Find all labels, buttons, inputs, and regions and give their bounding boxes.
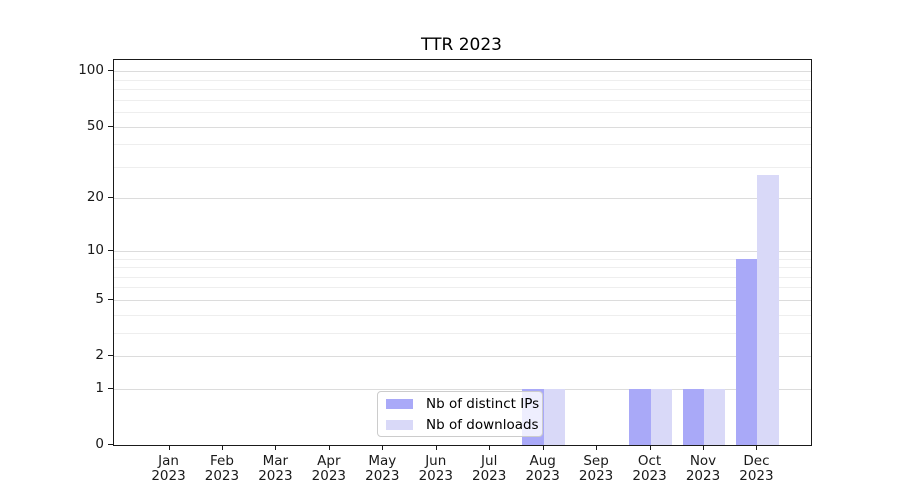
- y-tick-mark-10: [108, 249, 113, 251]
- legend-item-distinct-ips: Nb of distinct IPs: [386, 396, 542, 412]
- x-tick-mark-jul: [489, 445, 491, 450]
- x-tick-label-apr: Apr 2023: [311, 453, 347, 484]
- legend-swatch-distinct-ips-icon: [386, 398, 413, 409]
- gridline-100: [114, 71, 811, 73]
- y-tick-mark-100: [108, 70, 113, 72]
- gridline-1: [114, 388, 811, 390]
- x-tick-label-may: May 2023: [365, 453, 400, 484]
- y-tick-label-10: 10: [86, 241, 104, 258]
- gridline-minor-9: [114, 258, 811, 260]
- y-tick-mark-2: [108, 355, 113, 357]
- x-tick-mark-jun: [435, 445, 437, 450]
- bar-nov-downloads: [704, 388, 726, 445]
- x-tick-mark-oct: [649, 445, 651, 450]
- x-tick-label-jan: Jan 2023: [151, 453, 186, 484]
- x-tick-mark-may: [382, 445, 384, 450]
- gridline-10: [114, 250, 811, 252]
- x-tick-label-dec: Dec 2023: [739, 453, 774, 484]
- x-tick-mark-aug: [542, 445, 544, 450]
- gridline-2: [114, 356, 811, 358]
- legend-label-distinct-ips: Nb of distinct IPs: [426, 395, 540, 412]
- bar-dec-ips: [736, 258, 758, 445]
- x-tick-label-jun: Jun 2023: [418, 453, 453, 484]
- x-tick-mark-dec: [756, 445, 758, 450]
- gridline-minor-70: [114, 99, 811, 101]
- chart-title: TTR 2023: [421, 35, 502, 55]
- plot-area: Nb of distinct IPs Nb of downloads: [113, 59, 812, 446]
- gridline-minor-40: [114, 144, 811, 146]
- x-tick-label-sep: Sep 2023: [578, 453, 614, 484]
- gridline-5: [114, 299, 811, 301]
- gridline-minor-4: [114, 314, 811, 316]
- x-tick-label-mar: Mar 2023: [258, 453, 293, 484]
- bar-oct-ips: [629, 388, 651, 445]
- gridline-minor-60: [114, 112, 811, 114]
- legend-swatch-downloads-icon: [386, 419, 413, 430]
- x-tick-mark-sep: [596, 445, 598, 450]
- y-tick-mark-20: [108, 197, 113, 199]
- gridline-minor-6: [114, 287, 811, 289]
- x-tick-mark-jan: [168, 445, 170, 450]
- x-tick-label-feb: Feb 2023: [204, 453, 240, 484]
- x-tick-label-oct: Oct 2023: [632, 453, 667, 484]
- y-tick-mark-50: [108, 125, 113, 127]
- y-tick-label-20: 20: [86, 189, 104, 206]
- x-tick-mark-nov: [703, 445, 704, 450]
- bar-oct-downloads: [650, 388, 672, 445]
- x-tick-label-aug: Aug 2023: [525, 453, 560, 484]
- bar-aug-downloads: [543, 388, 566, 445]
- y-tick-label-1: 1: [95, 379, 104, 396]
- gridline-20: [114, 198, 811, 200]
- bar-nov-ips: [682, 388, 704, 445]
- y-tick-mark-0: [108, 444, 113, 445]
- x-tick-mark-mar: [275, 445, 277, 450]
- x-tick-label-nov: Nov 2023: [685, 453, 721, 484]
- legend: Nb of distinct IPs Nb of downloads: [377, 391, 543, 437]
- gridline-minor-8: [114, 267, 811, 269]
- gridline-50: [114, 126, 811, 128]
- x-tick-mark-feb: [221, 445, 223, 450]
- y-tick-label-50: 50: [86, 117, 104, 134]
- legend-label-downloads: Nb of downloads: [426, 416, 539, 433]
- y-tick-mark-1: [108, 387, 113, 389]
- bar-dec-downloads: [757, 175, 779, 445]
- legend-item-downloads: Nb of downloads: [386, 417, 542, 433]
- gridline-minor-30: [114, 166, 811, 168]
- gridline-minor-7: [114, 276, 811, 278]
- gridline-minor-3: [114, 332, 811, 334]
- gridline-minor-80: [114, 89, 811, 91]
- y-tick-mark-5: [108, 298, 113, 300]
- y-tick-label-5: 5: [95, 290, 104, 307]
- x-tick-label-jul: Jul 2023: [472, 453, 507, 484]
- gridline-minor-90: [114, 79, 811, 81]
- x-tick-mark-apr: [328, 445, 330, 450]
- y-tick-label-2: 2: [95, 347, 104, 364]
- y-tick-label-100: 100: [78, 62, 104, 79]
- y-tick-label-0: 0: [95, 436, 104, 452]
